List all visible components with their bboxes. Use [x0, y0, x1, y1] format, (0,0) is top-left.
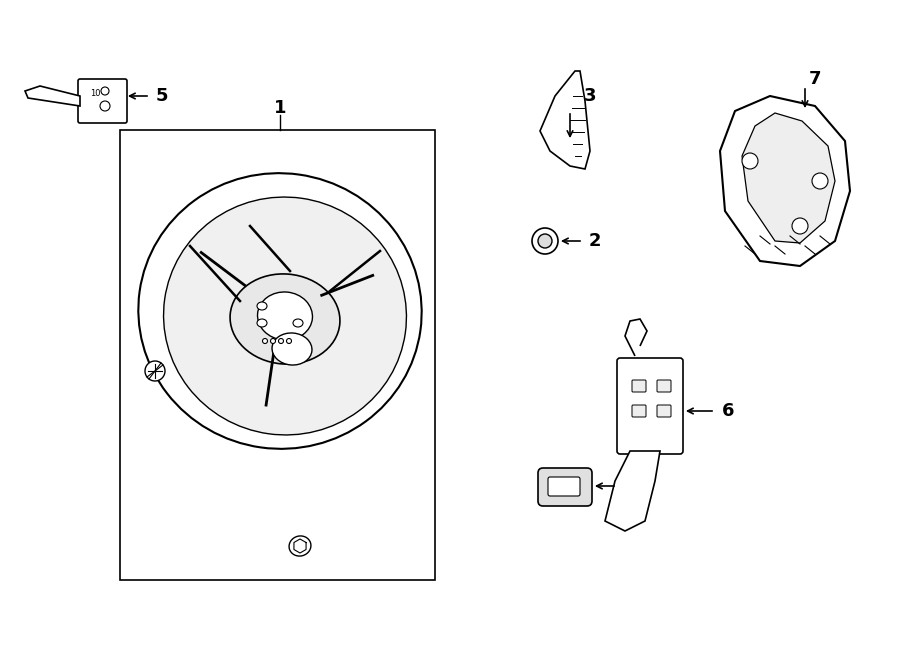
FancyBboxPatch shape — [657, 380, 671, 392]
Text: 4: 4 — [624, 477, 636, 495]
Polygon shape — [742, 113, 835, 243]
Polygon shape — [605, 451, 660, 531]
Circle shape — [792, 218, 808, 234]
Ellipse shape — [257, 302, 267, 310]
Ellipse shape — [164, 197, 407, 435]
FancyBboxPatch shape — [548, 477, 580, 496]
FancyBboxPatch shape — [632, 405, 646, 417]
Circle shape — [742, 153, 758, 169]
Ellipse shape — [230, 274, 340, 364]
Text: 7: 7 — [809, 70, 821, 88]
Ellipse shape — [257, 319, 267, 327]
Text: 6: 6 — [722, 402, 734, 420]
Polygon shape — [540, 71, 590, 169]
Text: 10: 10 — [90, 89, 100, 98]
FancyBboxPatch shape — [78, 79, 127, 123]
Text: 2: 2 — [589, 232, 601, 250]
Text: 3: 3 — [584, 87, 596, 105]
Ellipse shape — [257, 292, 312, 340]
FancyBboxPatch shape — [538, 468, 592, 506]
Ellipse shape — [139, 173, 422, 449]
FancyBboxPatch shape — [657, 405, 671, 417]
Ellipse shape — [293, 319, 303, 327]
Circle shape — [278, 338, 284, 344]
FancyBboxPatch shape — [632, 380, 646, 392]
Circle shape — [286, 338, 292, 344]
Polygon shape — [25, 86, 80, 106]
Circle shape — [271, 338, 275, 344]
Circle shape — [263, 338, 267, 344]
Circle shape — [100, 101, 110, 111]
FancyBboxPatch shape — [617, 358, 683, 454]
Text: 1: 1 — [274, 99, 286, 117]
Ellipse shape — [272, 333, 312, 365]
Circle shape — [532, 228, 558, 254]
Circle shape — [145, 361, 165, 381]
Bar — [120, 130, 435, 580]
Text: 5: 5 — [156, 87, 168, 105]
Polygon shape — [720, 96, 850, 266]
Circle shape — [538, 234, 552, 248]
Ellipse shape — [289, 536, 310, 556]
Circle shape — [812, 173, 828, 189]
Circle shape — [101, 87, 109, 95]
